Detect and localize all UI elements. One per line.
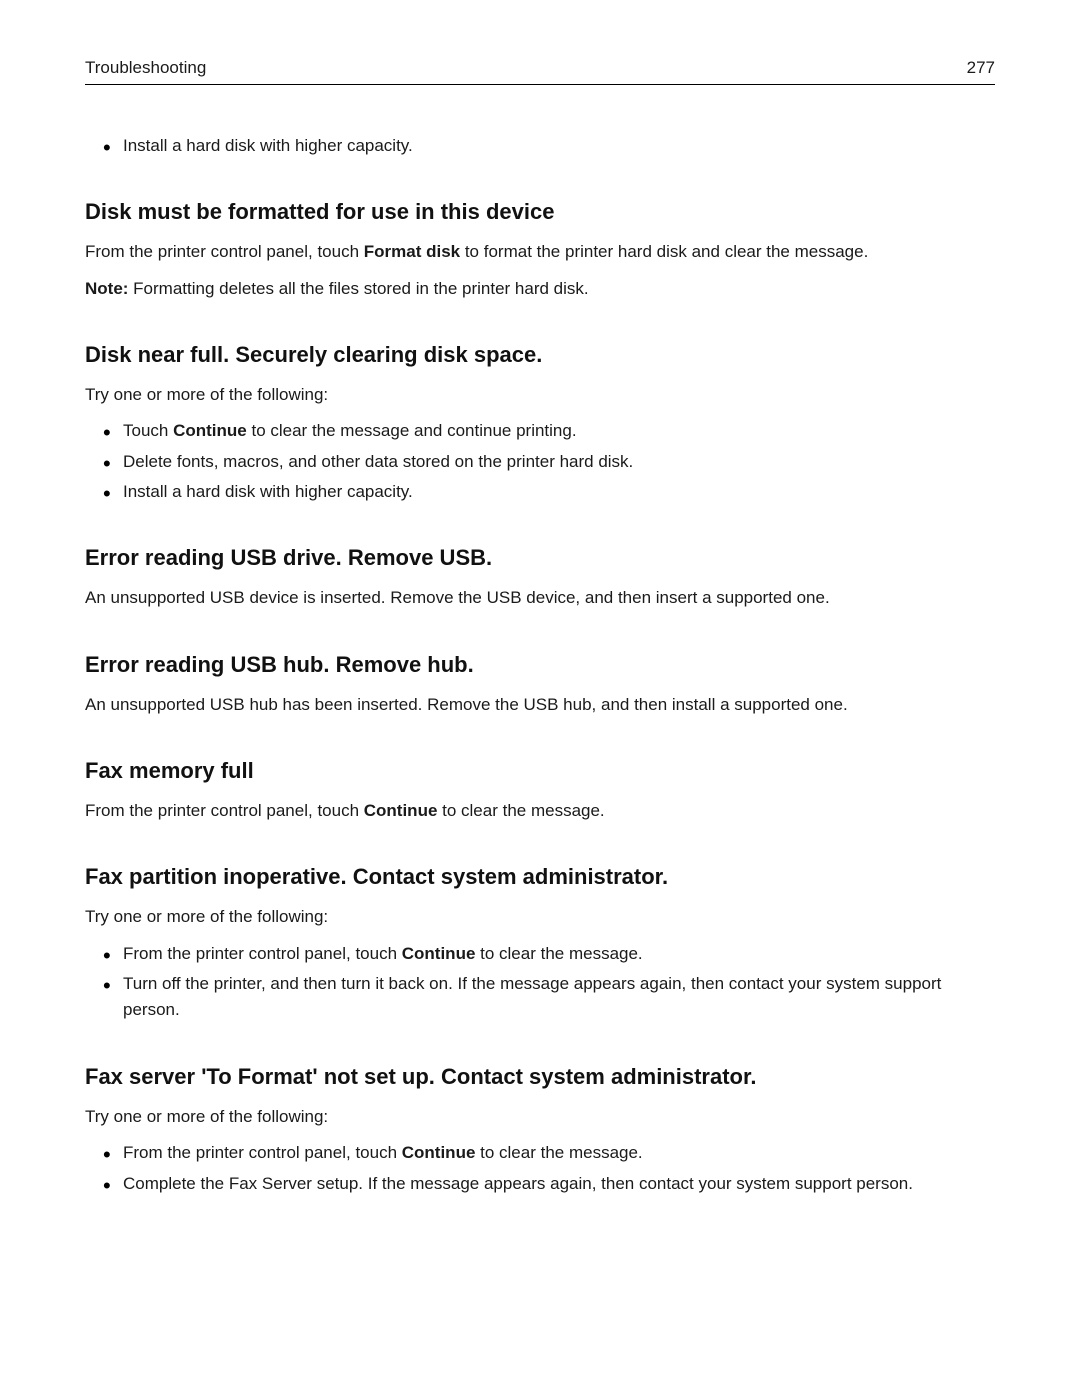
page-number: 277 [967,58,995,78]
section-heading: Disk must be formatted for use in this d… [85,199,995,225]
list-item: Complete the Fax Server setup. If the me… [109,1171,995,1197]
note-label: Note: [85,279,128,298]
text: From the printer control panel, touch [85,242,364,261]
document-page: Troubleshooting 277 Install a hard disk … [0,0,1080,1267]
text: From the printer control panel, touch [85,801,364,820]
paragraph: Try one or more of the following: [85,904,995,930]
paragraph: Try one or more of the following: [85,1104,995,1130]
section-heading: Error reading USB hub. Remove hub. [85,652,995,678]
paragraph: An unsupported USB device is inserted. R… [85,585,995,611]
paragraph: From the printer control panel, touch Co… [85,798,995,824]
bold-text: Continue [402,944,476,963]
bold-text: Continue [402,1143,476,1162]
text: to clear the message and continue printi… [247,421,577,440]
section-heading: Fax memory full [85,758,995,784]
list-item: Install a hard disk with higher capacity… [109,133,995,159]
paragraph: Try one or more of the following: [85,382,995,408]
paragraph: An unsupported USB hub has been inserted… [85,692,995,718]
text: From the printer control panel, touch [123,944,402,963]
note-paragraph: Note: Formatting deletes all the files s… [85,276,995,302]
list-item: Touch Continue to clear the message and … [109,418,995,444]
bold-text: Format disk [364,242,460,261]
bullet-list: From the printer control panel, touch Co… [85,941,995,1024]
text: to clear the message. [475,944,642,963]
text: to clear the message. [437,801,604,820]
bullet-list: Touch Continue to clear the message and … [85,418,995,505]
list-item: Delete fonts, macros, and other data sto… [109,449,995,475]
section-heading: Fax partition inoperative. Contact syste… [85,864,995,890]
paragraph: From the printer control panel, touch Fo… [85,239,995,265]
text: Touch [123,421,173,440]
section-heading: Error reading USB drive. Remove USB. [85,545,995,571]
section-heading: Disk near full. Securely clearing disk s… [85,342,995,368]
bullet-list: From the printer control panel, touch Co… [85,1140,995,1197]
note-text: Formatting deletes all the files stored … [128,279,588,298]
text: From the printer control panel, touch [123,1143,402,1162]
list-item: From the printer control panel, touch Co… [109,1140,995,1166]
section-title: Troubleshooting [85,58,206,78]
text: to clear the message. [475,1143,642,1162]
top-bullet-list: Install a hard disk with higher capacity… [85,133,995,159]
list-item: Install a hard disk with higher capacity… [109,479,995,505]
bold-text: Continue [173,421,247,440]
section-heading: Fax server 'To Format' not set up. Conta… [85,1064,995,1090]
page-header: Troubleshooting 277 [85,58,995,85]
list-item: Turn off the printer, and then turn it b… [109,971,995,1024]
list-item: From the printer control panel, touch Co… [109,941,995,967]
text: to format the printer hard disk and clea… [460,242,868,261]
bold-text: Continue [364,801,438,820]
